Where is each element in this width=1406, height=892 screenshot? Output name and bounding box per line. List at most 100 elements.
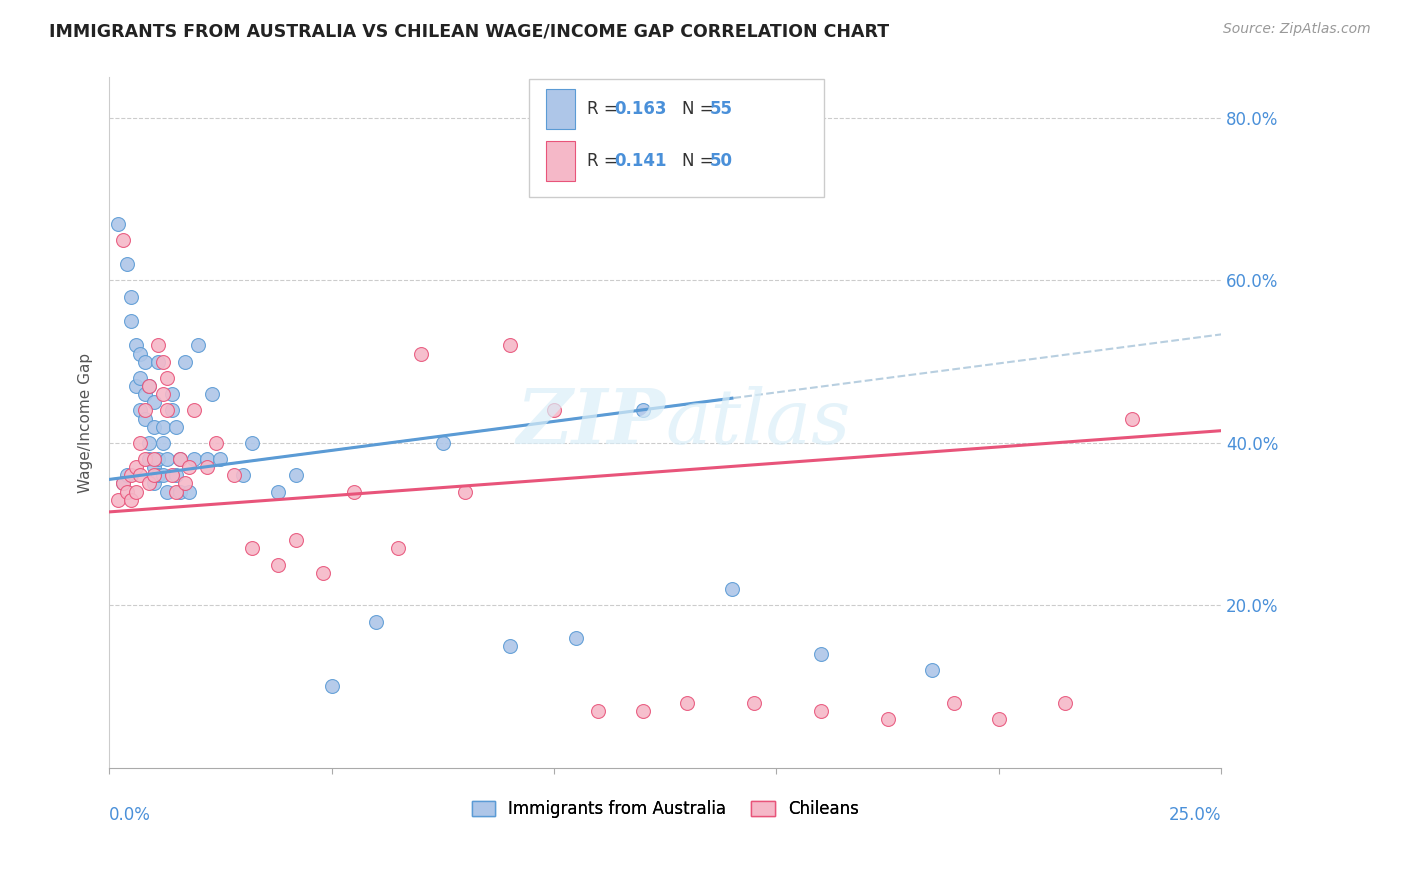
Point xyxy=(721,582,744,596)
Point xyxy=(240,435,263,450)
Point xyxy=(121,314,143,328)
Point xyxy=(125,338,148,352)
Point xyxy=(134,411,156,425)
Point xyxy=(115,484,138,499)
Point xyxy=(195,452,218,467)
Point xyxy=(173,476,195,491)
Point xyxy=(156,403,179,417)
Point xyxy=(160,468,183,483)
Point xyxy=(588,704,610,718)
Text: ZIP: ZIP xyxy=(516,385,665,459)
Point xyxy=(134,403,156,417)
Point xyxy=(187,338,209,352)
Point xyxy=(810,704,832,718)
Point xyxy=(129,371,152,385)
Point xyxy=(146,468,169,483)
Point xyxy=(146,452,169,467)
Text: N =: N = xyxy=(682,100,718,118)
Point xyxy=(121,468,143,483)
Point xyxy=(129,403,152,417)
Point xyxy=(152,354,174,368)
Point xyxy=(943,696,966,710)
Point xyxy=(169,452,191,467)
Text: atlas: atlas xyxy=(665,385,851,459)
Text: N =: N = xyxy=(682,153,718,170)
Point xyxy=(111,476,134,491)
Point xyxy=(156,452,179,467)
Point xyxy=(138,379,160,393)
Point xyxy=(142,419,165,434)
Point xyxy=(987,712,1010,726)
Point xyxy=(152,419,174,434)
Point xyxy=(285,533,308,548)
Point xyxy=(169,452,191,467)
Point xyxy=(152,435,174,450)
Point xyxy=(285,468,308,483)
Point xyxy=(183,452,205,467)
Point xyxy=(209,452,232,467)
Point xyxy=(240,541,263,556)
Point xyxy=(134,354,156,368)
Point xyxy=(222,468,245,483)
Text: 0.141: 0.141 xyxy=(614,153,666,170)
Point xyxy=(200,387,222,401)
Point xyxy=(312,566,335,580)
Point xyxy=(195,460,218,475)
Point xyxy=(364,615,387,629)
Point xyxy=(565,631,588,645)
Point xyxy=(152,387,174,401)
Legend: Immigrants from Australia, Chileans: Immigrants from Australia, Chileans xyxy=(465,794,866,825)
Point xyxy=(129,468,152,483)
Point xyxy=(205,435,228,450)
Point xyxy=(142,452,165,467)
Point xyxy=(125,379,148,393)
Point xyxy=(129,346,152,360)
Point xyxy=(179,460,201,475)
Text: 0.0%: 0.0% xyxy=(110,805,150,823)
Point xyxy=(129,435,152,450)
Point xyxy=(173,354,195,368)
Point xyxy=(142,476,165,491)
Point xyxy=(498,338,520,352)
Point xyxy=(160,387,183,401)
Point xyxy=(810,647,832,661)
Y-axis label: Wage/Income Gap: Wage/Income Gap xyxy=(79,352,93,492)
Point xyxy=(138,452,160,467)
Point xyxy=(742,696,765,710)
Point xyxy=(125,484,148,499)
Text: 25.0%: 25.0% xyxy=(1168,805,1222,823)
Point xyxy=(454,484,477,499)
Point xyxy=(138,476,160,491)
Point xyxy=(107,217,129,231)
Point xyxy=(134,452,156,467)
Point xyxy=(267,484,290,499)
Point xyxy=(432,435,454,450)
Point xyxy=(156,371,179,385)
Point xyxy=(142,395,165,409)
Point xyxy=(543,403,565,417)
Point xyxy=(921,663,943,677)
Text: Source: ZipAtlas.com: Source: ZipAtlas.com xyxy=(1223,22,1371,37)
Text: IMMIGRANTS FROM AUSTRALIA VS CHILEAN WAGE/INCOME GAP CORRELATION CHART: IMMIGRANTS FROM AUSTRALIA VS CHILEAN WAG… xyxy=(49,22,890,40)
Point xyxy=(1054,696,1077,710)
Point xyxy=(1121,411,1143,425)
Point xyxy=(138,435,160,450)
Point xyxy=(409,346,432,360)
Text: 0.163: 0.163 xyxy=(614,100,666,118)
Point xyxy=(498,639,520,653)
Point xyxy=(121,290,143,304)
Point xyxy=(115,468,138,483)
Point xyxy=(138,379,160,393)
Point xyxy=(165,468,187,483)
Point xyxy=(160,403,183,417)
Point xyxy=(343,484,366,499)
Point xyxy=(232,468,254,483)
Text: 50: 50 xyxy=(710,153,733,170)
Point xyxy=(165,484,187,499)
Point xyxy=(111,233,134,247)
Point xyxy=(142,468,165,483)
Point xyxy=(876,712,898,726)
Point xyxy=(146,338,169,352)
Point xyxy=(631,403,654,417)
Point xyxy=(146,354,169,368)
